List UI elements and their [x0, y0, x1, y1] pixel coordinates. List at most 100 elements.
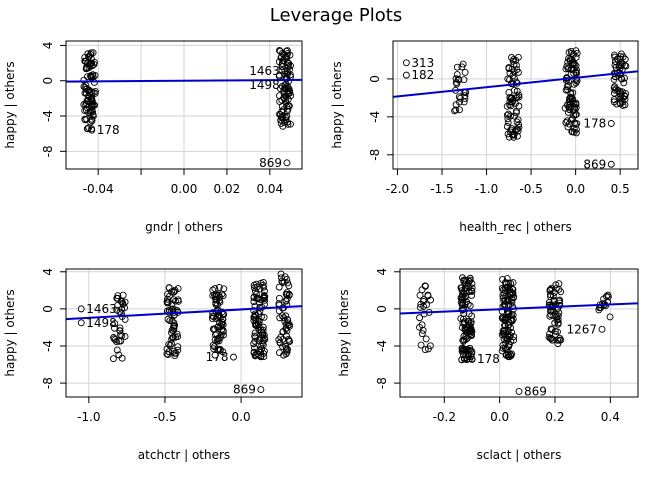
data-point [284, 319, 292, 327]
data-point [468, 287, 476, 295]
data-point [164, 290, 172, 298]
data-point [118, 332, 126, 340]
point-label: 313 [411, 56, 434, 70]
data-point [466, 302, 474, 310]
point-label: 869 [524, 384, 547, 398]
data-point [505, 279, 513, 287]
data-point [612, 85, 620, 93]
data-point [219, 292, 227, 300]
data-point [164, 295, 171, 303]
data-point [552, 330, 559, 338]
y-tick-label: -8 [41, 145, 55, 157]
data-point [552, 281, 560, 289]
y-tick-label: -4 [375, 340, 389, 352]
data-point [510, 68, 518, 76]
data-point [611, 61, 619, 69]
x-tick-label: -0.2 [433, 410, 456, 424]
data-point [112, 336, 119, 344]
x-tick-label: -0.5 [153, 410, 176, 424]
data-point [457, 284, 465, 292]
y-tick-label: 4 [375, 268, 389, 276]
data-point [461, 355, 468, 363]
point-label: 869 [259, 156, 282, 170]
data-point [211, 351, 219, 359]
data-point [554, 320, 562, 328]
x-tick-label: 0.2 [545, 410, 564, 424]
data-point [460, 76, 468, 84]
data-point [508, 296, 516, 304]
data-point [215, 283, 223, 291]
data-point [277, 116, 285, 124]
data-point [505, 340, 513, 348]
data-point [460, 277, 468, 285]
data-point [275, 294, 283, 302]
fit-line [400, 302, 638, 315]
panel-4: 178 1267 869 -0.2 0.0 0.2 0.4 -8 -4 0 4 sclact | ot… [337, 268, 639, 462]
y-axis-label: happy | others [337, 289, 351, 376]
point-label: 182 [411, 68, 434, 82]
data-point [610, 98, 618, 106]
data-point [276, 111, 284, 119]
point-label: 869 [233, 383, 256, 397]
data-point [255, 326, 263, 334]
data-point [260, 313, 268, 321]
data-point [502, 333, 509, 341]
data-point [84, 96, 92, 104]
data-point [468, 280, 476, 287]
data-point [464, 279, 472, 287]
labelled-point [281, 81, 289, 89]
data-point [118, 354, 126, 362]
data-point [421, 346, 429, 354]
data-point [551, 319, 559, 327]
data-point [422, 335, 430, 343]
data-point [278, 274, 285, 282]
data-point [459, 336, 467, 344]
data-point [219, 348, 227, 356]
x-tick-label: -1.5 [430, 182, 453, 196]
data-point [513, 132, 521, 140]
data-point [500, 301, 508, 309]
data-point [468, 348, 476, 356]
data-point [416, 314, 424, 322]
data-point [261, 287, 268, 295]
y-tick-label: 0 [41, 305, 55, 313]
data-point [113, 306, 121, 314]
labelled-point [607, 160, 615, 168]
data-point [80, 101, 88, 108]
data-point [260, 294, 268, 302]
data-point [286, 89, 294, 97]
data-point [278, 96, 286, 104]
data-point [86, 62, 94, 70]
data-point [461, 68, 469, 76]
data-point [465, 288, 473, 295]
data-point [570, 99, 578, 107]
data-point [215, 345, 223, 353]
data-point [279, 343, 286, 350]
data-point [565, 98, 573, 105]
data-point [257, 326, 265, 334]
labelled-point [402, 71, 410, 79]
data-point [283, 47, 291, 54]
data-points [66, 47, 302, 167]
data-point [570, 59, 577, 67]
data-point [209, 286, 217, 294]
data-point [452, 79, 460, 87]
y-tick-label: -8 [375, 377, 389, 389]
fit-line [393, 70, 638, 98]
data-point [216, 319, 223, 327]
labelled-point [77, 319, 85, 327]
data-point [170, 319, 178, 327]
labelled-point [598, 325, 606, 333]
data-point [284, 345, 292, 353]
data-point [280, 57, 288, 64]
data-point [81, 116, 89, 124]
data-point [170, 322, 178, 330]
data-point [255, 310, 263, 318]
labelled-point [230, 353, 237, 361]
data-point [208, 315, 216, 322]
data-point [503, 275, 511, 282]
labelled-point [283, 159, 291, 167]
data-point [420, 302, 428, 310]
data-point [568, 49, 576, 57]
